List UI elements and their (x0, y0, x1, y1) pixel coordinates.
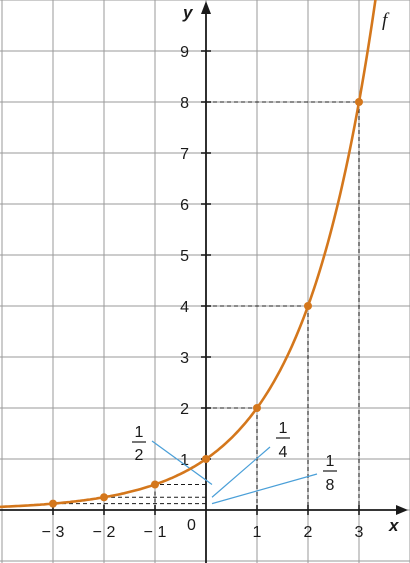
origin-label: 0 (187, 517, 196, 534)
y-tick-label: 8 (180, 95, 189, 112)
data-point (355, 98, 363, 106)
data-point (49, 499, 57, 508)
fraction-pointer-line (211, 446, 271, 498)
y-tick-label: 7 (180, 146, 189, 163)
y-axis-arrowhead (201, 1, 211, 14)
data-point (304, 302, 312, 310)
axis-ticks: − 3 − 2 − 1 1 2 3 1 2 3 4 5 6 7 8 9 (42, 44, 364, 541)
y-tick-label: 6 (180, 197, 189, 214)
data-points (49, 98, 363, 508)
fraction-numerator: 1 (279, 420, 288, 437)
fraction-numerator: 1 (135, 424, 144, 441)
x-tick-label: 1 (253, 524, 262, 541)
x-axis-label: x (388, 516, 400, 535)
fraction-pointers: 1 2 1 4 1 8 (132, 420, 337, 505)
fraction-numerator: 1 (326, 453, 335, 470)
y-tick-label: 2 (180, 401, 189, 418)
data-point (253, 404, 261, 412)
fraction-pointer-line (211, 473, 318, 505)
y-tick-label: 5 (180, 248, 189, 265)
fraction-denominator: 4 (279, 444, 288, 461)
fraction-pointer-line (151, 440, 213, 485)
y-tick-label: 3 (180, 350, 189, 367)
data-point (151, 480, 159, 489)
x-tick-label: 2 (304, 524, 313, 541)
fraction-denominator: 2 (135, 447, 144, 464)
x-axis-arrowhead (396, 505, 408, 515)
dashed-guides (52, 101, 360, 510)
x-tick-label: − 2 (93, 524, 116, 541)
x-tick-label: − 1 (144, 524, 167, 541)
data-point (202, 455, 210, 463)
function-name-label: f (382, 10, 390, 31)
y-tick-label: 4 (180, 299, 189, 316)
x-tick-label: − 3 (42, 524, 65, 541)
fraction-denominator: 8 (326, 477, 335, 494)
y-axis-label: y (182, 3, 194, 22)
data-point (100, 493, 108, 502)
x-tick-label: 3 (355, 524, 364, 541)
y-tick-label: 1 (180, 452, 189, 469)
y-tick-label: 9 (180, 44, 189, 61)
function-curve (0, 0, 377, 509)
